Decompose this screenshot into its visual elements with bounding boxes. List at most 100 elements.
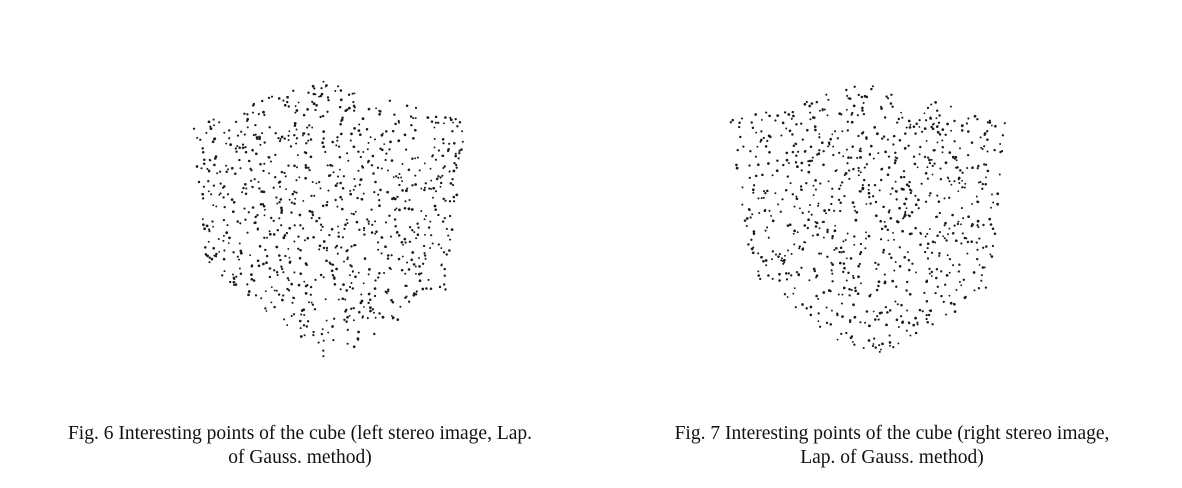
interest-point bbox=[423, 162, 426, 165]
interest-point bbox=[283, 171, 286, 175]
interest-point bbox=[349, 192, 352, 196]
interest-point bbox=[277, 293, 281, 296]
interest-point bbox=[272, 233, 276, 236]
interest-point bbox=[926, 320, 929, 324]
interest-point bbox=[832, 153, 835, 157]
interest-point bbox=[827, 145, 830, 148]
interest-point bbox=[985, 245, 988, 248]
interest-point bbox=[225, 231, 229, 235]
interest-point bbox=[785, 158, 789, 162]
interest-point bbox=[751, 213, 754, 216]
interest-point bbox=[411, 184, 414, 187]
interest-point bbox=[225, 170, 228, 174]
interest-point bbox=[990, 206, 992, 209]
interest-point bbox=[795, 154, 798, 157]
interest-point bbox=[864, 321, 867, 324]
interest-point bbox=[848, 294, 851, 297]
interest-point bbox=[308, 124, 311, 127]
interest-point bbox=[865, 231, 867, 234]
interest-point bbox=[295, 109, 299, 112]
interest-point bbox=[930, 270, 934, 274]
interest-point bbox=[280, 224, 283, 227]
interest-point bbox=[762, 136, 765, 140]
interest-point bbox=[887, 166, 891, 169]
interest-point bbox=[391, 316, 395, 319]
interest-point bbox=[431, 155, 434, 158]
interest-point bbox=[956, 166, 959, 169]
interest-point bbox=[790, 274, 793, 277]
interest-point bbox=[201, 197, 205, 200]
interest-point bbox=[307, 166, 310, 170]
interest-point bbox=[791, 150, 795, 154]
interest-point bbox=[348, 274, 351, 277]
interest-point bbox=[894, 151, 897, 155]
interest-point bbox=[979, 136, 982, 139]
interest-point bbox=[928, 267, 931, 271]
interest-point bbox=[226, 224, 229, 227]
interest-point bbox=[923, 127, 927, 130]
interest-point bbox=[791, 133, 794, 136]
interest-point bbox=[260, 297, 263, 300]
interest-point bbox=[437, 175, 440, 178]
interest-point bbox=[741, 203, 744, 206]
interest-point bbox=[337, 145, 341, 148]
interest-point bbox=[988, 217, 992, 221]
interest-point bbox=[771, 258, 773, 261]
interest-point bbox=[226, 168, 230, 171]
interest-point bbox=[275, 289, 278, 292]
interest-point bbox=[870, 87, 873, 91]
interest-point bbox=[914, 316, 917, 320]
interest-point bbox=[903, 202, 906, 206]
interest-point bbox=[306, 108, 309, 111]
interest-point bbox=[823, 108, 826, 111]
interest-point bbox=[958, 263, 961, 266]
interest-point bbox=[350, 265, 353, 268]
interest-point bbox=[877, 318, 880, 321]
interest-point bbox=[871, 345, 874, 348]
interest-point bbox=[398, 121, 400, 124]
interest-point bbox=[408, 226, 412, 229]
interest-point bbox=[805, 307, 808, 310]
interest-point bbox=[874, 346, 877, 349]
figure-6: Fig. 6 Interesting points of the cube (l… bbox=[68, 80, 532, 468]
interest-point bbox=[924, 119, 928, 122]
interest-point bbox=[346, 257, 349, 261]
interest-point bbox=[430, 120, 434, 123]
interest-point bbox=[805, 100, 808, 104]
interest-point bbox=[807, 210, 810, 213]
interest-point bbox=[213, 124, 215, 127]
interest-point bbox=[740, 117, 744, 120]
interest-point bbox=[318, 244, 322, 248]
interest-point bbox=[972, 223, 975, 226]
interest-point bbox=[920, 182, 923, 185]
interest-point bbox=[756, 145, 759, 148]
interest-point bbox=[239, 272, 243, 275]
interest-point bbox=[833, 209, 836, 212]
interest-point bbox=[398, 208, 401, 212]
interest-point bbox=[231, 210, 235, 214]
interest-point bbox=[222, 239, 225, 242]
interest-point bbox=[938, 254, 941, 257]
interest-point bbox=[448, 249, 451, 252]
interest-point bbox=[988, 119, 991, 122]
interest-point bbox=[915, 122, 918, 126]
interest-point bbox=[334, 246, 337, 249]
interest-point bbox=[446, 149, 450, 153]
interest-point bbox=[951, 232, 955, 235]
interest-point bbox=[754, 155, 757, 158]
interest-point bbox=[247, 211, 250, 214]
interest-point bbox=[321, 204, 325, 208]
interest-point bbox=[925, 139, 928, 142]
interest-point bbox=[805, 182, 808, 185]
interest-point bbox=[942, 300, 945, 304]
interest-point bbox=[918, 118, 921, 122]
interest-point bbox=[952, 264, 955, 267]
interest-point bbox=[335, 244, 339, 248]
interest-point bbox=[344, 310, 347, 313]
interest-point bbox=[366, 317, 369, 320]
interest-point bbox=[971, 166, 974, 170]
interest-point bbox=[991, 244, 994, 248]
interest-point bbox=[860, 95, 864, 99]
interest-point bbox=[412, 117, 415, 120]
interest-point bbox=[205, 224, 209, 228]
